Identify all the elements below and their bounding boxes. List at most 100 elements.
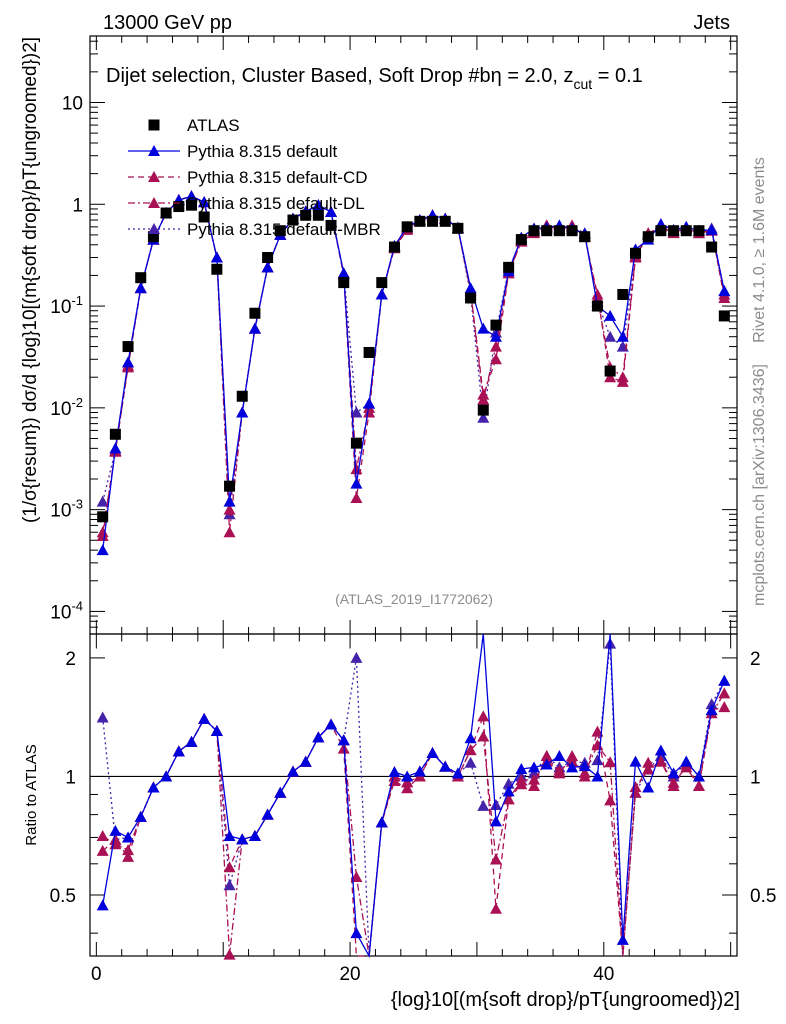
series-point xyxy=(604,371,617,383)
ratio-tick-label-right: 1 xyxy=(750,767,761,788)
jets-label: Jets xyxy=(693,12,730,34)
y-tick-label: 10-3 xyxy=(50,497,83,522)
ratio-point xyxy=(604,756,617,768)
atlas-point xyxy=(680,225,692,237)
series-point xyxy=(337,267,350,279)
series-point xyxy=(363,406,376,418)
atlas-point xyxy=(211,263,223,275)
ratio-point xyxy=(210,725,223,737)
ratio-point xyxy=(299,755,312,767)
mcplots-label: mcplots.cern.ch [arXiv:1306.3436] xyxy=(751,364,768,606)
ratio-point xyxy=(248,830,261,842)
atlas-point xyxy=(490,319,502,331)
x-axis-title: {log}10[(m{soft drop}/pT{ungroomed})2] xyxy=(391,989,740,1011)
ratio-point xyxy=(654,744,667,756)
ratio-point xyxy=(439,760,452,772)
ratio-point xyxy=(426,746,439,758)
ratio-point xyxy=(109,824,122,836)
ratio-point xyxy=(528,773,541,785)
atlas-point xyxy=(706,241,718,253)
legend-marker xyxy=(148,171,160,182)
ratio-point xyxy=(705,698,718,710)
x-tick-label: 20 xyxy=(339,964,360,985)
ratio-point xyxy=(451,767,464,779)
series-point xyxy=(134,282,147,294)
ratio-tick-label: 0.5 xyxy=(50,886,76,907)
y-tick-label: 10-4 xyxy=(50,598,83,623)
ratio-point xyxy=(591,725,604,737)
atlas-point xyxy=(312,209,324,221)
ratio-point xyxy=(578,770,591,782)
ratio-point xyxy=(489,799,502,811)
x-tick-label: 0 xyxy=(91,964,102,985)
ratio-point xyxy=(489,902,502,914)
legend-item-dl: Pythia 8.315 default-DL xyxy=(128,194,365,213)
ratio-point xyxy=(502,785,515,797)
ratio-point xyxy=(489,815,502,827)
atlas-point xyxy=(553,225,565,237)
atlas-point xyxy=(604,365,616,377)
atlas-point xyxy=(274,225,286,237)
series-atlas xyxy=(97,199,730,523)
ratio-point xyxy=(350,651,363,663)
ratio-point xyxy=(680,755,693,767)
ratio-point xyxy=(464,732,477,744)
atlas-point xyxy=(376,277,388,289)
atlas-point xyxy=(300,209,312,221)
ratio-point xyxy=(464,744,477,756)
ratio-point xyxy=(553,749,566,761)
legend-marker xyxy=(148,119,160,131)
ratio-point xyxy=(667,767,680,779)
series-point xyxy=(489,330,502,342)
series-point xyxy=(185,190,198,202)
ratio-point xyxy=(477,799,490,811)
ratio-point xyxy=(464,756,477,768)
series-point xyxy=(350,492,363,504)
atlas-point xyxy=(185,199,197,211)
ratio-point xyxy=(654,755,667,767)
series-point xyxy=(616,330,629,342)
legend-label: Pythia 8.315 default-CD xyxy=(187,168,368,187)
series-line-main xyxy=(102,195,725,551)
ratio-point xyxy=(528,761,541,773)
series-point xyxy=(223,526,236,538)
atlas-point xyxy=(135,272,147,284)
ratio-tick-label: 1 xyxy=(65,767,76,788)
series-point xyxy=(210,251,223,263)
series-point xyxy=(591,288,604,300)
ratio-point xyxy=(528,780,541,792)
ratio-point xyxy=(160,770,173,782)
atlas-point xyxy=(338,277,350,289)
ratio-point xyxy=(642,763,655,775)
series-point xyxy=(718,285,731,297)
atlas-point xyxy=(249,307,261,319)
series-point xyxy=(223,495,236,507)
ratio-point xyxy=(591,754,604,766)
ratio-point xyxy=(477,710,490,722)
atlas-point xyxy=(236,390,248,402)
energy-label: 13000 GeV pp xyxy=(103,12,232,34)
ratio-point xyxy=(401,776,414,788)
series-point xyxy=(325,205,338,217)
ratio-point xyxy=(629,781,642,793)
ratio-point xyxy=(667,780,680,792)
legend-item-atlas: ATLAS xyxy=(148,116,240,135)
atlas-point xyxy=(452,222,464,234)
ratio-point xyxy=(350,927,363,939)
atlas-point xyxy=(642,231,654,243)
ratio-point xyxy=(337,734,350,746)
series-point xyxy=(261,261,274,273)
atlas-point xyxy=(350,437,362,449)
atlas-point xyxy=(173,201,185,213)
ratio-point xyxy=(401,770,414,782)
ratio-point xyxy=(553,767,566,779)
y-tick-label: 1 xyxy=(72,195,83,216)
atlas-point xyxy=(668,225,680,237)
ratio-point xyxy=(401,782,414,794)
legend-item-mbr: Pythia 8.315 default-MBR xyxy=(128,220,381,239)
atlas-point xyxy=(579,231,591,243)
series-point xyxy=(312,199,325,211)
ratio-tick-label-right: 2 xyxy=(750,649,761,670)
atlas-point xyxy=(97,511,109,523)
ratio-point xyxy=(172,745,185,757)
